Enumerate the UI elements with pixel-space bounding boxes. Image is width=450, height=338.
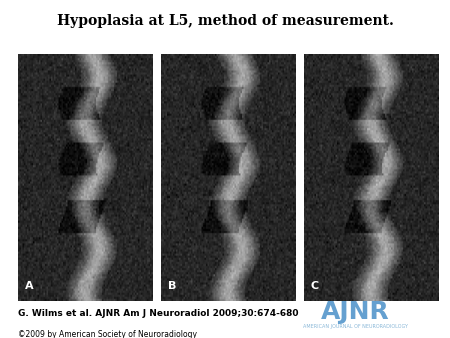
Text: G. Wilms et al. AJNR Am J Neuroradiol 2009;30:674-680: G. Wilms et al. AJNR Am J Neuroradiol 20… bbox=[18, 309, 298, 318]
Text: C: C bbox=[311, 281, 319, 291]
Text: A: A bbox=[25, 281, 33, 291]
Text: AMERICAN JOURNAL OF NEURORADIOLOGY: AMERICAN JOURNAL OF NEURORADIOLOGY bbox=[303, 324, 408, 329]
Text: B: B bbox=[168, 281, 176, 291]
Text: Hypoplasia at L5, method of measurement.: Hypoplasia at L5, method of measurement. bbox=[57, 14, 393, 27]
Text: AJNR: AJNR bbox=[321, 299, 390, 323]
Text: ©2009 by American Society of Neuroradiology: ©2009 by American Society of Neuroradiol… bbox=[18, 330, 197, 338]
